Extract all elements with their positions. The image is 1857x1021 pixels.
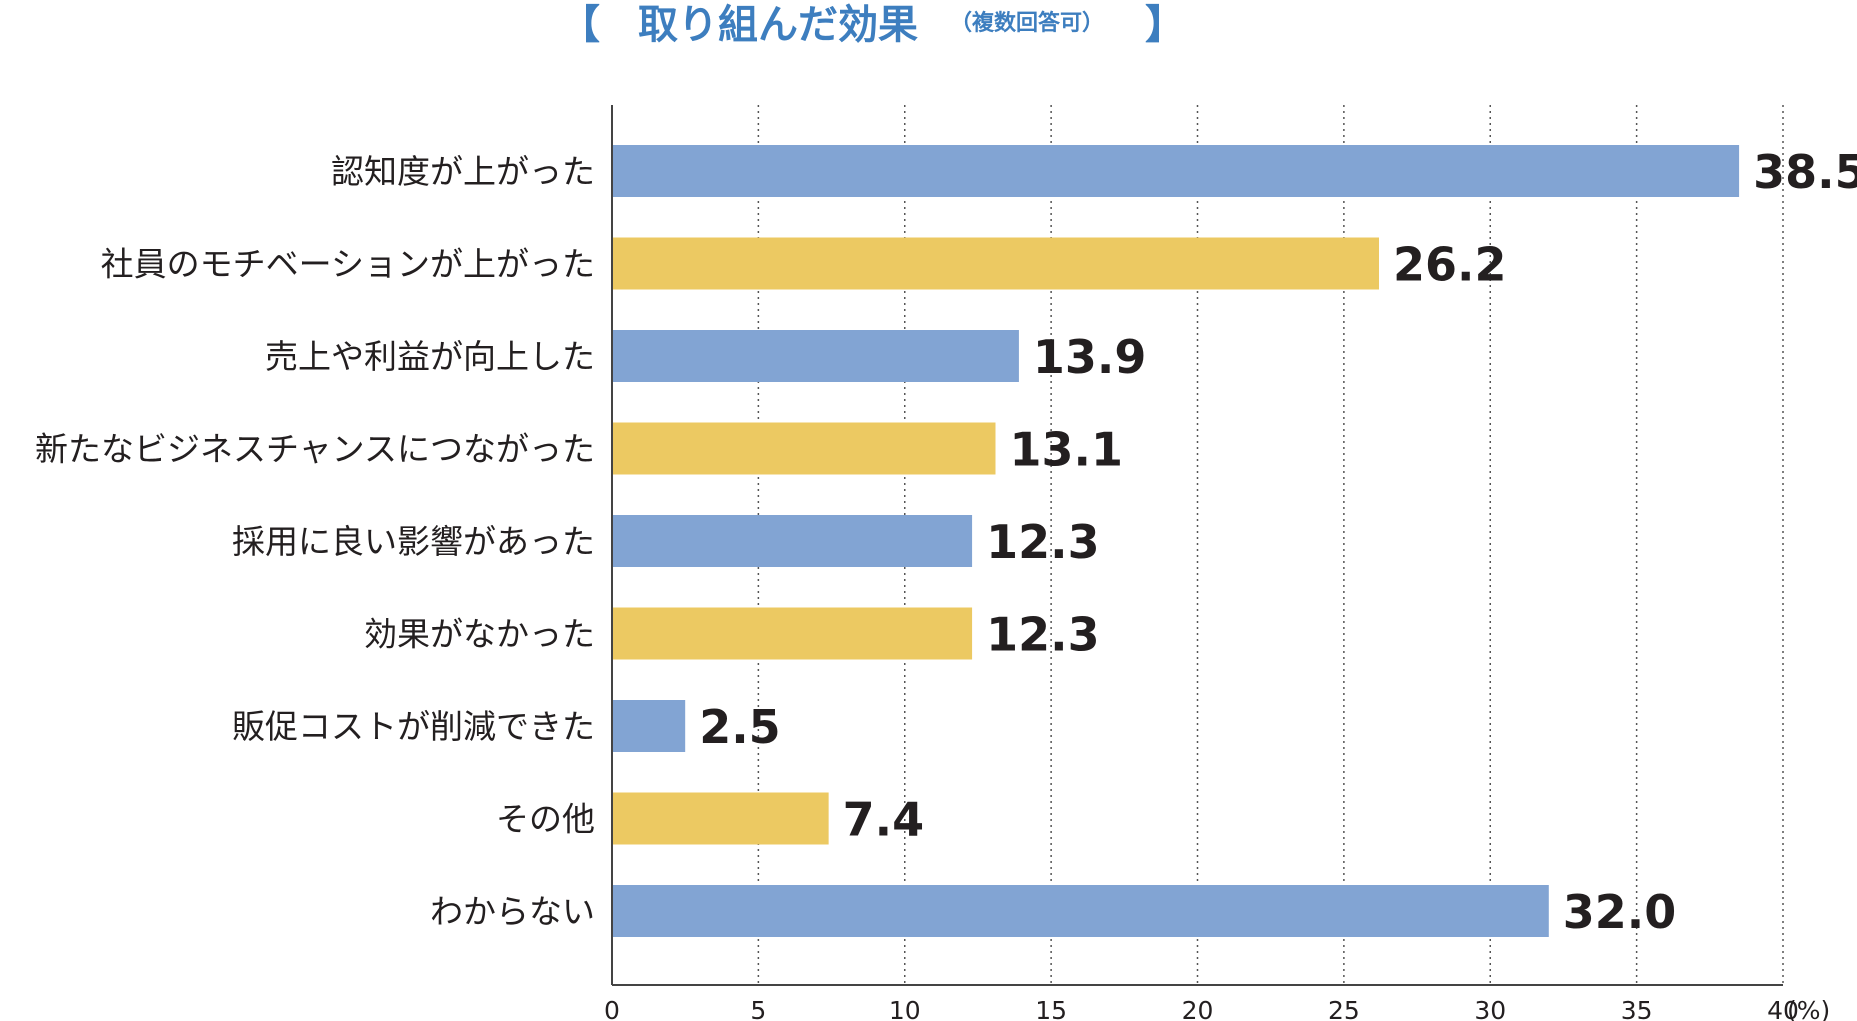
x-tick-label-30: 30 (1474, 996, 1506, 1021)
bar-4 (612, 422, 996, 475)
value-label-8: 7.4 (843, 793, 925, 847)
value-labels: 38.5 26.2 13.9 13.1 12.3 12.3 2.5 7.4 32.0 (699, 145, 1857, 939)
bar-1 (612, 145, 1740, 197)
x-tick-label-15: 15 (1035, 996, 1067, 1021)
x-tick-labels: 0 5 10 15 20 25 30 35 40(%) (604, 996, 1830, 1021)
value-label-9: 32.0 (1563, 885, 1677, 939)
value-label-3: 13.9 (1033, 330, 1147, 384)
x-tick-label-5: 5 (750, 996, 766, 1021)
chart-title-group: 【 取り組んだ効果 （複数回答可） 】 (560, 2, 1185, 48)
bar-2 (612, 237, 1380, 290)
category-label-3: 売上や利益が向上した (265, 337, 595, 376)
value-label-1: 38.5 (1753, 145, 1857, 199)
bar-6 (612, 607, 973, 660)
category-labels: 認知度が上がった社員のモチベーションが上がった売上や利益が向上した新たなビジネス… (35, 152, 595, 931)
chart-subtitle: （複数回答可） (950, 10, 1104, 36)
title-close-bracket: 】 (1145, 2, 1185, 48)
value-label-7: 2.5 (699, 700, 781, 754)
value-label-4: 13.1 (1010, 423, 1123, 477)
x-unit-label: (%) (1787, 996, 1830, 1021)
bar-9 (612, 885, 1549, 937)
axes (611, 105, 1783, 986)
category-label-2: 社員のモチベーションが上がった (101, 245, 595, 284)
chart-title: 取り組んだ効果 (638, 2, 918, 48)
value-label-5: 12.3 (986, 515, 1100, 569)
category-label-8: その他 (496, 800, 595, 839)
bar-8 (612, 792, 829, 845)
x-tick-label-0: 0 (604, 996, 620, 1021)
category-label-6: 効果がなかった (364, 615, 595, 654)
x-tick-label-20: 20 (1182, 996, 1214, 1021)
category-label-4: 新たなビジネスチャンスにつながった (35, 430, 595, 469)
bar-3 (612, 330, 1019, 382)
category-label-1: 認知度が上がった (331, 152, 595, 191)
category-label-5: 採用に良い影響があった (232, 522, 595, 561)
x-tick-label-35: 35 (1621, 996, 1653, 1021)
category-label-7: 販促コストが削減できた (232, 707, 595, 746)
x-tick-label-40: 40 (1767, 996, 1799, 1021)
bar-5 (612, 515, 973, 567)
x-tick-label-10: 10 (889, 996, 921, 1021)
title-open-bracket: 【 (560, 2, 600, 48)
category-label-9: わからない (430, 892, 595, 931)
value-label-6: 12.3 (986, 608, 1100, 662)
bars (612, 145, 1740, 937)
bar-7 (612, 700, 686, 752)
x-tick-label-25: 25 (1328, 996, 1360, 1021)
value-label-2: 26.2 (1393, 238, 1507, 292)
